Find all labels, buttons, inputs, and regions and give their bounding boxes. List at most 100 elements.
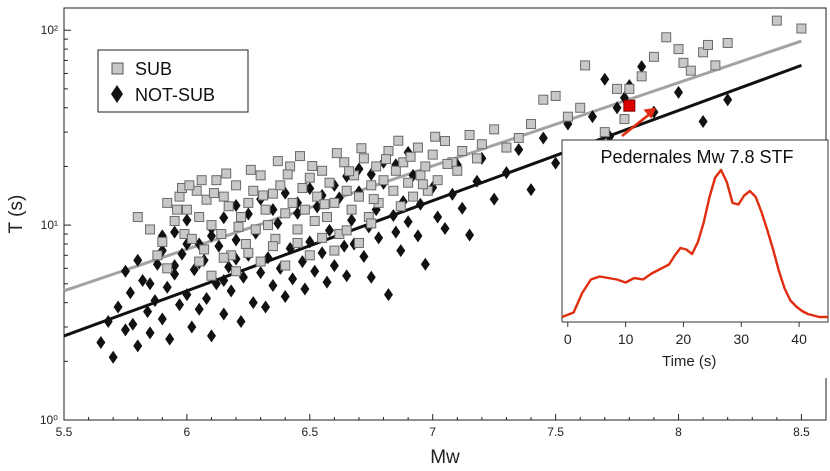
notsub-point	[108, 350, 118, 364]
notsub-point	[698, 115, 708, 129]
notsub-point	[317, 246, 327, 260]
sub-point	[353, 191, 364, 202]
sub-point	[233, 221, 244, 232]
sub-point	[145, 224, 156, 235]
inset-axis-ticks: 0 10 20 30 40	[556, 321, 828, 378]
notsub-point	[133, 339, 143, 353]
sub-point	[307, 161, 318, 172]
x-tick-label: 8.5	[793, 425, 810, 439]
sub-point	[550, 90, 561, 101]
sub-point	[452, 165, 463, 176]
notsub-point	[177, 247, 187, 261]
notsub-point	[182, 213, 192, 227]
sub-point	[162, 197, 173, 208]
notsub-point	[263, 251, 273, 265]
notsub-point	[305, 182, 315, 196]
sub-point	[206, 270, 217, 281]
sub-point	[580, 60, 591, 71]
notsub-point	[293, 206, 303, 220]
sub-point	[673, 44, 684, 55]
notsub-point	[170, 267, 180, 281]
pointer-arrow	[621, 107, 657, 138]
notsub-point	[489, 192, 499, 206]
sub-point	[368, 194, 379, 205]
notsub-point	[280, 290, 290, 304]
sub-point	[381, 154, 392, 165]
main-axis-ticks: 5.5 6 6.5 7 7.5 8 8.5 10⁰ 10¹ 10²	[40, 23, 827, 439]
notsub-point	[152, 257, 162, 271]
sub-point	[199, 244, 210, 255]
notsub-point	[182, 288, 192, 302]
arrow-shaft	[621, 111, 653, 138]
notsub-point	[206, 329, 216, 343]
notsub-point	[388, 209, 398, 223]
x-tick-label: 5.5	[56, 425, 73, 439]
sub-point	[260, 204, 271, 215]
notsub-point	[440, 222, 450, 236]
pedernales-point	[623, 99, 636, 112]
notsub-point	[157, 312, 167, 326]
sub-point	[457, 146, 468, 157]
notsub-point	[391, 225, 401, 239]
sub-point	[248, 185, 259, 196]
notsub-point	[194, 302, 204, 316]
sub-point	[152, 250, 163, 261]
notsub-point	[305, 235, 315, 249]
sub-point	[430, 131, 441, 142]
sub-point	[194, 212, 205, 223]
notsub-point	[347, 213, 357, 227]
sub-point	[263, 220, 274, 231]
sub-point	[403, 177, 414, 188]
notsub-point	[120, 264, 130, 278]
inset-title: Pedernales Mw 7.8 STF	[600, 147, 793, 167]
notsub-point	[224, 260, 234, 274]
legend-notsub-label: NOT-SUB	[135, 85, 215, 105]
notsub-point	[170, 225, 180, 239]
inset-x-tick-label: 30	[733, 331, 749, 347]
sub-point	[771, 15, 782, 26]
y-axis-label: T (s)	[6, 195, 27, 234]
sub-point	[322, 212, 333, 223]
notsub-point	[674, 85, 684, 99]
sub-point	[636, 71, 647, 82]
sub-point	[186, 233, 197, 244]
notsub-point	[551, 156, 561, 170]
notsub-point	[415, 197, 425, 211]
sub-point	[243, 197, 254, 208]
sub-point	[319, 199, 330, 210]
sub-point	[216, 229, 227, 240]
sub-point	[169, 215, 180, 226]
inset-x-tick-label: 0	[564, 331, 572, 347]
notsub-point	[612, 101, 622, 115]
notsub-point	[150, 294, 160, 308]
sub-point	[366, 180, 377, 191]
notsub-point	[219, 211, 229, 225]
sub-point	[275, 180, 286, 191]
x-axis-label: Mw	[430, 447, 460, 468]
sub-point	[796, 23, 807, 34]
sub-point	[162, 263, 173, 274]
notsub-point	[165, 332, 175, 346]
notsub-point	[206, 229, 216, 243]
notsub-point	[268, 203, 278, 217]
y-tick-label: 10²	[41, 23, 58, 37]
notsub-point	[202, 292, 212, 306]
sub-point	[324, 177, 335, 188]
sub-point	[612, 83, 623, 94]
sub-point	[196, 175, 207, 186]
sub-point	[417, 179, 428, 190]
notsub-point	[312, 200, 322, 214]
sub-point	[388, 185, 399, 196]
sub-point	[282, 169, 293, 180]
notsub-point	[457, 201, 467, 215]
notsub-point	[236, 315, 246, 329]
notsub-point	[374, 231, 384, 245]
sub-point	[292, 237, 303, 248]
x-tick-label: 7.5	[547, 425, 564, 439]
sub-point	[329, 245, 340, 256]
sub-point	[526, 119, 537, 130]
sub-point	[231, 180, 242, 191]
sub-point	[366, 218, 377, 229]
arrow-head	[643, 107, 657, 119]
sub-point	[440, 136, 450, 147]
